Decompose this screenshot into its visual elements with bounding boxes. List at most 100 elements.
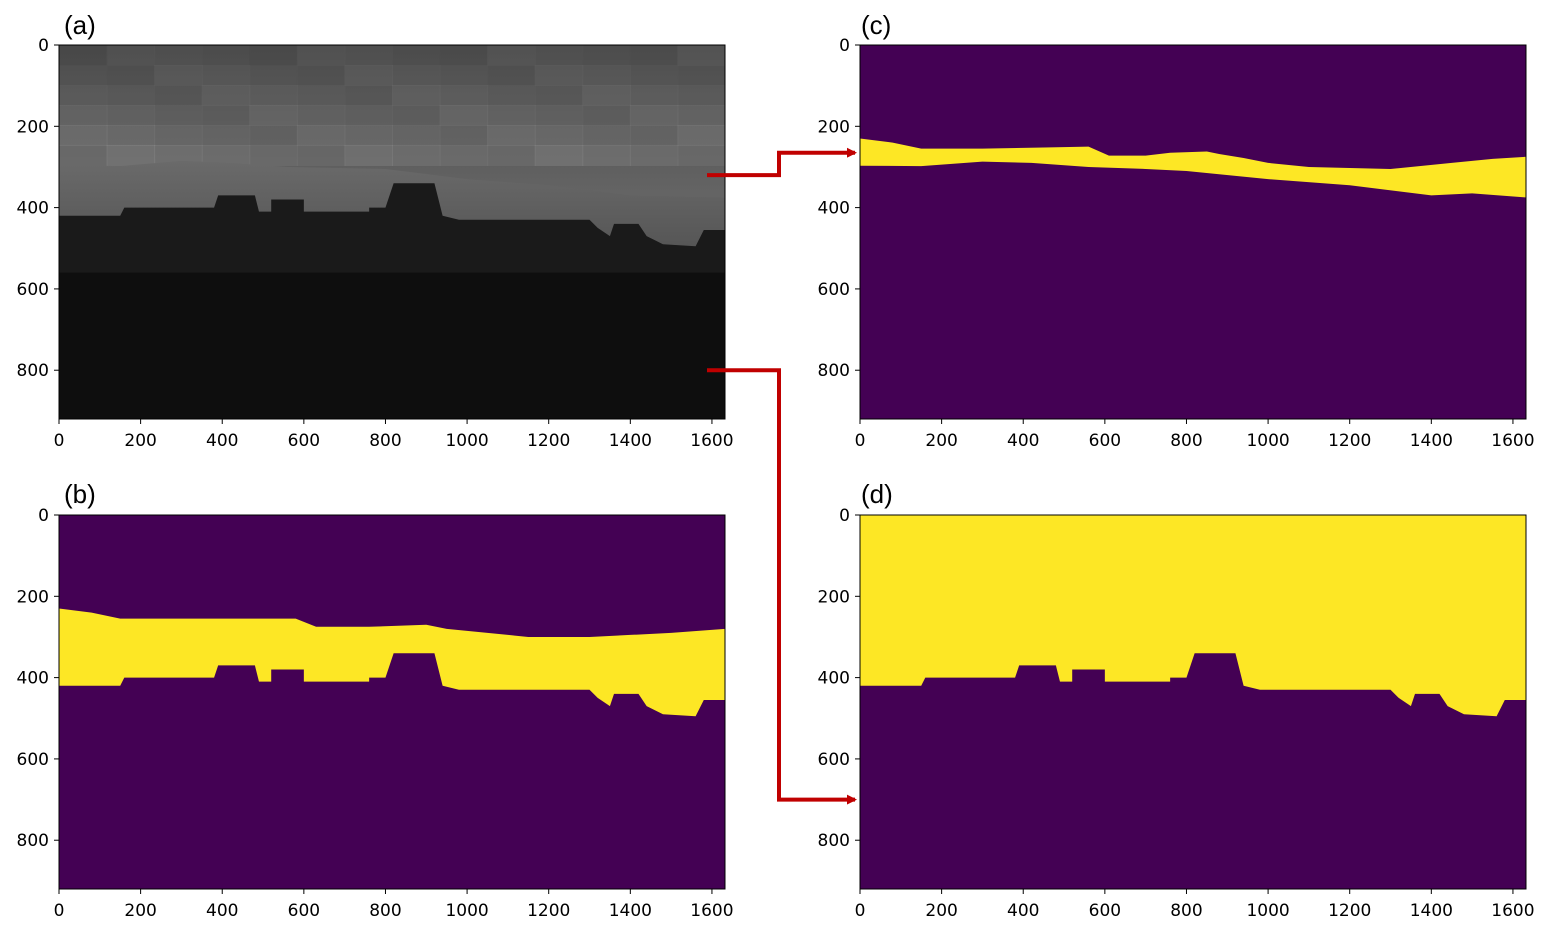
sky-block [201, 85, 251, 106]
x-tick-label: 1200 [527, 901, 570, 921]
sky-block [582, 125, 631, 146]
x-tick-label: 1000 [1246, 901, 1289, 921]
x-tick-label: 1000 [445, 901, 488, 921]
y-tick-label: 800 [818, 831, 850, 851]
sky-block [534, 125, 584, 146]
sky-block [629, 45, 679, 66]
x-tick-label: 600 [288, 901, 320, 921]
sky-block [439, 125, 489, 146]
sky-block [59, 65, 108, 86]
sky-block [487, 45, 536, 66]
sky-block [344, 125, 393, 146]
sky-block [59, 105, 108, 126]
y-tick-label: 600 [818, 750, 850, 770]
y-tick-label: 0 [839, 36, 850, 56]
sky-block [677, 105, 725, 126]
sky-block [629, 125, 679, 146]
panel-c: 0 200 400 600 800 1000 1200 1400 1600 0 200 400 600 8… [818, 10, 1535, 451]
sky-block [439, 65, 489, 86]
sky-block [249, 85, 298, 106]
x-tick-label: 800 [1170, 901, 1202, 921]
foreground-region [59, 272, 725, 419]
x-tick-label: 800 [369, 901, 401, 921]
background-region [59, 515, 725, 889]
mask-region [59, 608, 725, 717]
sky-block [439, 105, 489, 126]
sky-block [487, 65, 536, 86]
x-tick-label: 1400 [1410, 431, 1453, 451]
x-tick-label: 0 [855, 901, 866, 921]
sky-block [59, 145, 108, 166]
sky-block [106, 145, 156, 166]
sky-block [59, 85, 108, 106]
y-tick-label: 800 [17, 361, 49, 381]
x-tick-label: 600 [1089, 431, 1121, 451]
sky-block [344, 145, 393, 166]
sky-block [677, 65, 725, 86]
y-tick-label: 600 [17, 750, 49, 770]
x-tick-label: 1600 [1491, 901, 1534, 921]
y-tick-label: 200 [818, 117, 850, 137]
x-tick-label: 1200 [1328, 431, 1371, 451]
x-tick-label: 800 [1170, 431, 1202, 451]
y-tick-label: 600 [17, 280, 49, 300]
x-tick-label: 200 [925, 901, 957, 921]
sky-block [296, 105, 346, 126]
sky-block [487, 85, 536, 106]
connector-arrow-c [707, 147, 857, 178]
y-tick-label: 0 [38, 506, 49, 526]
sky-block [392, 145, 441, 166]
panel-label: (c) [861, 10, 891, 40]
sky-block [154, 85, 203, 106]
x-tick-label: 400 [1007, 431, 1039, 451]
axes-frame [859, 514, 1527, 890]
sky-block [154, 125, 203, 146]
x-tick-label: 400 [206, 901, 238, 921]
plot-area [860, 515, 1526, 889]
sky-block [487, 125, 536, 146]
sky-block [249, 65, 298, 86]
sky-block [629, 145, 679, 166]
sky-block [582, 85, 631, 106]
x-tick-label: 200 [124, 431, 156, 451]
x-tick-label: 1400 [609, 901, 652, 921]
sky-block [59, 45, 108, 66]
sky-block [487, 145, 536, 166]
x-tick-label: 1400 [609, 431, 652, 451]
sky-block [296, 125, 346, 146]
sky-block [629, 85, 679, 106]
sky-block [296, 45, 346, 66]
x-tick-label: 1200 [1328, 901, 1371, 921]
sky-block [106, 65, 156, 86]
x-tick-label: 0 [54, 901, 65, 921]
sky-block [249, 105, 298, 126]
sky-block [106, 85, 156, 106]
x-tick-label: 200 [124, 901, 156, 921]
y-tick-label: 0 [839, 506, 850, 526]
sky-block [629, 105, 679, 126]
sky-block [487, 105, 536, 126]
x-tick-label: 400 [1007, 901, 1039, 921]
sky-block [154, 65, 203, 86]
y-tick-label: 600 [818, 280, 850, 300]
sky-block [439, 85, 489, 106]
background-region [860, 45, 1526, 419]
sky-block [344, 65, 393, 86]
sky-block [534, 65, 584, 86]
sky-block [296, 65, 346, 86]
x-tick-label: 0 [54, 431, 65, 451]
x-tick-label: 1600 [1491, 431, 1534, 451]
sky-block [201, 125, 251, 146]
x-tick-label: 1600 [690, 901, 733, 921]
mask-region [860, 138, 1526, 198]
plot-area [59, 515, 725, 889]
sky-block [296, 145, 346, 166]
sky-block [534, 145, 584, 166]
y-tick-label: 800 [818, 361, 850, 381]
sky-block [249, 145, 298, 166]
sky-block [392, 125, 441, 146]
y-tick-label: 400 [818, 669, 850, 689]
sky-block [106, 125, 156, 146]
sky-block [249, 125, 298, 146]
